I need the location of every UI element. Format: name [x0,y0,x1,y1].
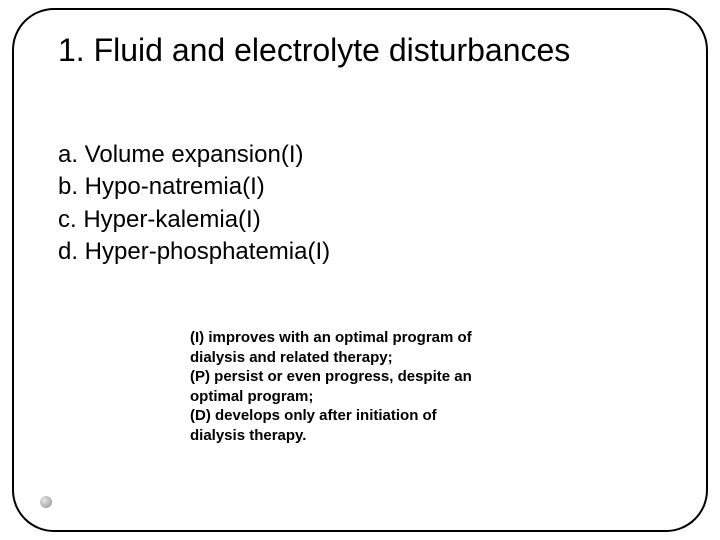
slide-frame: 1. Fluid and electrolyte disturbances a.… [12,8,708,532]
footnote-block: (I) improves with an optimal program of … [190,328,590,445]
footnote-line: optimal program; [190,387,590,407]
list-item: a. Volume expansion(I) [58,139,670,171]
list-item: c. Hyper-kalemia(I) [58,204,670,236]
footnote-line: (P) persist or even progress, despite an [190,367,590,387]
corner-dot-icon [40,496,52,508]
list-item: d. Hyper-phosphatemia(I) [58,236,670,268]
footnote-line: dialysis therapy. [190,426,590,446]
slide-title: 1. Fluid and electrolyte disturbances [58,32,670,69]
body-list: a. Volume expansion(I) b. Hypo-natremia(… [58,139,670,269]
list-item: b. Hypo-natremia(I) [58,171,670,203]
footnote-line: (I) improves with an optimal program of [190,328,590,348]
footnote-line: dialysis and related therapy; [190,348,590,368]
footnote-line: (D) develops only after initiation of [190,406,590,426]
